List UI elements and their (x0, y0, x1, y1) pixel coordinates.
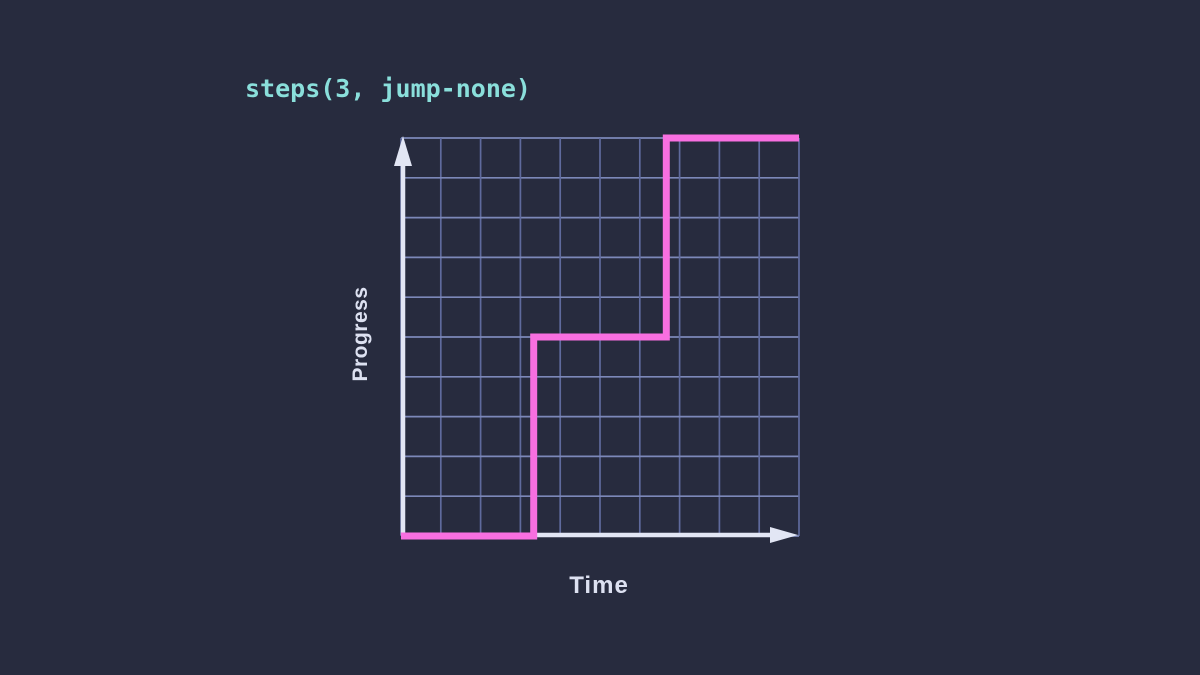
x-axis-label: Time (569, 572, 629, 599)
y-axis (394, 136, 412, 535)
step-line (401, 134, 799, 540)
chart-svg (394, 134, 800, 543)
x-axis-arrow-icon (770, 527, 798, 543)
y-axis-label: Progress (349, 286, 372, 382)
chart-title: steps(3, jump-none) (245, 74, 531, 103)
y-axis-arrow-icon (394, 136, 412, 166)
